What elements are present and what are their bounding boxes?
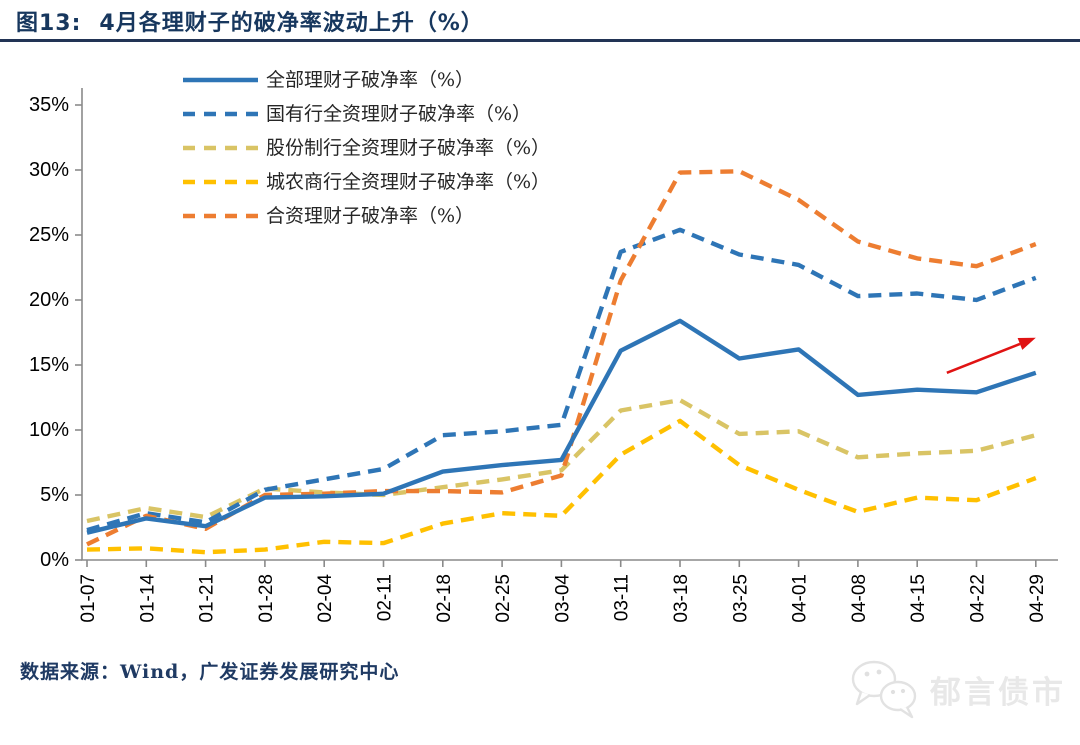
x-tick-label: 03-04 bbox=[552, 574, 573, 623]
series-line-2 bbox=[86, 397, 1037, 524]
x-tick-label: 01-21 bbox=[197, 574, 218, 623]
legend-label-4: 合资理财子破净率（%） bbox=[266, 205, 474, 227]
axis-lines bbox=[81, 88, 1058, 561]
x-tick-label: 02-18 bbox=[434, 574, 455, 623]
y-tick-label: 25% bbox=[29, 224, 69, 246]
x-tick-label: 04-22 bbox=[968, 574, 989, 623]
watermark-text: 郁言债市 bbox=[930, 674, 1066, 711]
x-tick-label: 01-14 bbox=[137, 574, 158, 623]
x-tick-label: 04-01 bbox=[790, 574, 811, 623]
y-tick-label: 20% bbox=[29, 289, 69, 311]
x-tick-label: 04-08 bbox=[849, 574, 870, 623]
legend-label-2: 股份制行全资理财子破净率（%） bbox=[266, 137, 550, 159]
page-title: 4月各理财子的破净率波动上升（%） bbox=[99, 11, 484, 36]
x-tick-label: 02-11 bbox=[375, 574, 396, 621]
x-tick-label: 02-04 bbox=[315, 574, 336, 623]
x-tick-label: 03-25 bbox=[730, 574, 751, 623]
y-tick-label: 5% bbox=[40, 484, 69, 506]
watermark: 郁言债市 bbox=[848, 658, 1066, 720]
y-tick-label: 15% bbox=[29, 354, 69, 376]
x-tick-label: 02-25 bbox=[493, 574, 514, 623]
y-tick-label: 10% bbox=[29, 419, 69, 441]
x-tick-label: 03-18 bbox=[671, 574, 692, 623]
series-line-0 bbox=[86, 318, 1037, 535]
series-line-4 bbox=[86, 169, 1037, 547]
x-tick-label: 03-11 bbox=[612, 574, 633, 621]
data-source: 数据来源：Wind，广发证券发展研究中心 bbox=[20, 661, 400, 683]
x-tick-label: 04-29 bbox=[1027, 574, 1048, 623]
series-line-3 bbox=[86, 418, 1037, 555]
x-tick-label: 01-28 bbox=[256, 574, 277, 623]
y-tick-label: 0% bbox=[40, 549, 69, 571]
legend-label-3: 城农商行全资理财子破净率（%） bbox=[266, 171, 550, 193]
x-tick-label: 04-15 bbox=[908, 574, 929, 623]
y-tick-label: 30% bbox=[29, 159, 69, 181]
series-line-1 bbox=[86, 227, 1037, 533]
legend-label-0: 全部理财子破净率（%） bbox=[266, 69, 474, 91]
figure-label: 图13: bbox=[16, 11, 82, 36]
trend-arrow-shaft bbox=[946, 342, 1021, 375]
wechat-icon bbox=[851, 660, 917, 719]
y-tick-label: 35% bbox=[29, 94, 69, 116]
trend-arrow-head bbox=[1017, 337, 1036, 350]
chart-header: 图13: 4月各理财子的破净率波动上升（%） bbox=[16, 5, 484, 37]
legend-label-1: 国有行全资理财子破净率（%） bbox=[266, 103, 531, 125]
title-divider bbox=[0, 39, 1080, 42]
x-tick-label: 01-07 bbox=[78, 574, 99, 623]
